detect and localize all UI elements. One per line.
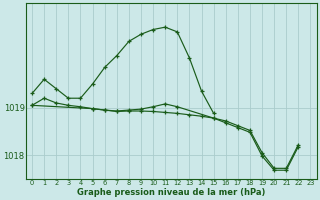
X-axis label: Graphe pression niveau de la mer (hPa): Graphe pression niveau de la mer (hPa) [77, 188, 266, 197]
